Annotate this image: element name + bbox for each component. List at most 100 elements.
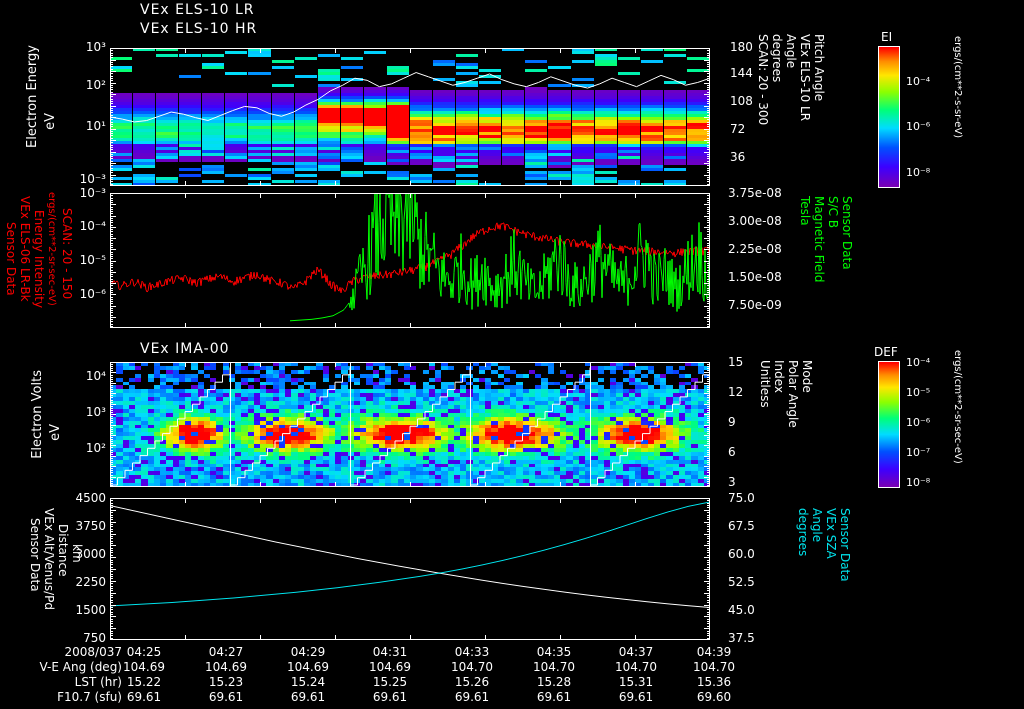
table-cell: 104.70 <box>693 660 735 674</box>
panel3-left-axis-units: eV <box>48 424 63 441</box>
table-cell: 104.69 <box>369 660 411 674</box>
panel1-ytick-0: 10³ <box>85 40 106 54</box>
panel2-rtick-0: 3.75e-08 <box>728 186 782 200</box>
table-row-label: F10.7 (sfu) <box>57 690 122 704</box>
panel3-rtick-2: 9 <box>728 415 736 429</box>
panel1-right-l3: degrees <box>770 34 784 83</box>
panel1-rtick-2: 108 <box>730 94 753 108</box>
panel4-ytick-1: 3750 <box>75 519 106 533</box>
panel4-left-l2: Distance <box>56 524 70 577</box>
table-cell: 15.28 <box>536 675 572 689</box>
panel3-rtick-3: 6 <box>728 445 736 459</box>
panel4-rtick-0: 75.0 <box>728 491 755 505</box>
table-cell: 04:35 <box>536 645 572 659</box>
panel1-rtick-4: 36 <box>730 150 746 164</box>
table-cell: 04:37 <box>618 645 654 659</box>
panel3-left-axis-label: Electron Volts eV <box>30 370 63 463</box>
table-cell: 69.61 <box>126 690 162 704</box>
panel3-cbtick-3: 10⁻⁷ <box>906 446 931 459</box>
panel3-cbtick-2: 10⁻⁶ <box>906 416 931 429</box>
panel4-ytick-3: 2250 <box>75 575 106 589</box>
time-parameter-table: 2008/037 04:25 04:27 04:29 04:31 04:33 04:35 04… <box>0 645 760 709</box>
table-cell: 104.70 <box>615 660 657 674</box>
table-cell: 04:25 <box>126 645 162 659</box>
table-cell: 104.70 <box>533 660 575 674</box>
table-cell: 04:31 <box>372 645 408 659</box>
panel1-left-axis-name: Electron Energy <box>25 45 40 148</box>
panel2-left-l4: SCAN: 20 - 150 <box>60 208 74 300</box>
panel2-rtick-1: 3.00e-08 <box>728 214 782 228</box>
panel4-rtick-2: 60.0 <box>728 547 755 561</box>
panel1-cbtick-1: 10⁻⁶ <box>906 120 931 133</box>
panel3-spectrogram <box>110 362 710 487</box>
panel2-rtick-2: 2.25e-08 <box>728 242 782 256</box>
panel4-ytick-2: 3000 <box>75 547 106 561</box>
panel3-ytick-2: 10² <box>85 441 106 455</box>
panel2-left-l0: Sensor Data <box>4 222 18 296</box>
panel3-cbtick-4: 10⁻⁸ <box>906 476 931 489</box>
panel1-colorbar-units: ergs/(cm**2-s-sr-eV) <box>952 36 963 139</box>
table-cell: 15.26 <box>454 675 490 689</box>
panel2-right-l1: S/C B <box>826 196 840 229</box>
panel1-cbtick-0: 10⁻⁴ <box>906 75 931 88</box>
panel4-rtick-5: 37.5 <box>728 631 755 645</box>
panel4-right-l3: degrees <box>796 508 810 557</box>
table-cell: 69.61 <box>454 690 490 704</box>
panel4-ytick-0: 4500 <box>75 491 106 505</box>
table-cell: 15.25 <box>372 675 408 689</box>
panel1-rtick-0: 180 <box>730 40 753 54</box>
panel3-rtick-0: 15 <box>728 355 744 369</box>
panel1-ytick-1: 10² <box>85 78 106 92</box>
panel3-title: VEx IMA-00 <box>140 341 230 357</box>
panel3-cbtick-0: 10⁻⁴ <box>906 356 931 369</box>
panel1-ytick-3: 10⁻³ <box>79 172 106 186</box>
panel4-ytick-4: 1500 <box>75 603 106 617</box>
panel3-cbtick-1: 10⁻⁵ <box>906 386 931 399</box>
panel3-rtick-1: 12 <box>728 385 744 399</box>
panel4-rtick-4: 45.0 <box>728 603 755 617</box>
panel2-left-l1: VEx ELS-06 LR-Bk <box>18 196 32 302</box>
panel1-right-l1: VEx ELS-10 LR <box>798 34 812 122</box>
table-cell: 69.61 <box>208 690 244 704</box>
panel3-right-l3: Unitless <box>758 360 772 408</box>
panel3-left-axis-name: Electron Volts <box>30 370 45 459</box>
panel4-right-l1: VEx SZA <box>824 508 838 559</box>
panel3-ytick-0: 10⁴ <box>85 369 106 383</box>
table-cell: 04:29 <box>290 645 326 659</box>
panel1-spectrogram <box>110 48 710 186</box>
table-cell: 104.69 <box>287 660 329 674</box>
panel3-colorbar-title: DEF <box>874 345 898 359</box>
panel1-left-axis-units: eV <box>43 113 58 130</box>
table-cell: 69.61 <box>372 690 408 704</box>
table-row-label: V-E Ang (deg) <box>39 660 122 674</box>
table-cell: 04:33 <box>454 645 490 659</box>
table-cell: 04:39 <box>696 645 732 659</box>
panel1-right-l0: Pitch Angle <box>812 34 826 102</box>
table-row-label: 2008/037 <box>64 645 123 659</box>
panel4-rtick-3: 52.5 <box>728 575 755 589</box>
table-cell: 69.61 <box>536 690 572 704</box>
panel1-right-l4: SCAN: 20 - 300 <box>756 34 770 126</box>
table-row-label: LST (hr) <box>74 675 122 689</box>
panel2-rtick-3: 1.50e-08 <box>728 270 782 284</box>
table-cell: 15.31 <box>618 675 654 689</box>
table-cell: 104.69 <box>205 660 247 674</box>
panel3-ytick-1: 10³ <box>85 405 106 419</box>
panel1-rtick-3: 72 <box>730 122 746 136</box>
panel1-right-l2: Angle <box>784 34 798 69</box>
table-cell: 15.22 <box>126 675 162 689</box>
panel2-ytick-2: 10⁻⁵ <box>79 253 106 267</box>
panel3-rtick-4: 3 <box>728 475 736 489</box>
table-cell: 04:27 <box>208 645 244 659</box>
panel2-line-plot <box>110 193 710 328</box>
table-cell: 15.36 <box>696 675 732 689</box>
panel3-right-l1: Polar Angle <box>786 360 800 428</box>
panel4-ytick-5: 750 <box>83 631 106 645</box>
panel1-ytick-2: 10¹ <box>85 119 106 133</box>
table-cell: 69.61 <box>618 690 654 704</box>
panel2-left-l2: Energy Intensity <box>32 210 46 309</box>
panel2-right-l2: Magnetic Field <box>812 196 826 283</box>
panel1-colorbar <box>878 46 900 188</box>
panel2-ytick-0: 10⁻³ <box>79 186 106 200</box>
